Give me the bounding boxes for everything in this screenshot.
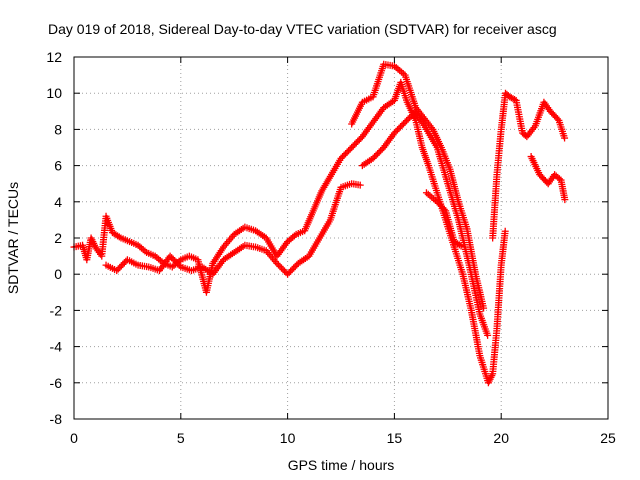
data-point xyxy=(354,137,362,145)
series-track-f xyxy=(489,89,569,242)
series-track-a xyxy=(70,78,509,387)
data-point xyxy=(337,154,345,162)
series-track-g xyxy=(527,153,569,204)
data-point xyxy=(345,147,353,155)
y-tick-label: 0 xyxy=(54,266,62,282)
data-point xyxy=(346,145,354,153)
data-point xyxy=(403,117,411,125)
data-point xyxy=(342,150,350,158)
data-point xyxy=(119,260,127,268)
data-point xyxy=(349,142,357,150)
data-point xyxy=(407,112,415,120)
y-tick-label: -8 xyxy=(50,411,63,427)
data-point xyxy=(288,266,296,274)
y-tick-label: 6 xyxy=(54,158,62,174)
data-point xyxy=(339,153,347,161)
data-point xyxy=(116,263,124,271)
data-point xyxy=(172,258,180,266)
data-point xyxy=(392,127,400,135)
data-point xyxy=(113,267,121,275)
data-point xyxy=(351,140,359,148)
data-point xyxy=(169,255,177,263)
x-tick-label: 20 xyxy=(493,430,509,446)
data-point xyxy=(117,262,125,270)
x-tick-label: 25 xyxy=(600,430,616,446)
data-point xyxy=(561,134,569,142)
series-track-e xyxy=(422,189,465,250)
series-track-c xyxy=(358,107,492,339)
data-point xyxy=(340,151,348,159)
x-tick-label: 5 xyxy=(177,430,185,446)
data-point xyxy=(404,115,412,123)
data-point xyxy=(273,259,281,267)
y-axis-ticks: -8 -6 -4 -2 0 2 4 6 8 10 12 xyxy=(46,49,608,427)
data-point xyxy=(284,270,292,278)
data-point xyxy=(343,148,351,156)
data-point xyxy=(287,267,295,275)
y-tick-label: 4 xyxy=(54,194,62,210)
chart-title: Day 019 of 2018, Sidereal Day-to-day VTE… xyxy=(48,21,557,37)
data-points xyxy=(70,60,569,387)
data-point xyxy=(276,262,284,270)
data-point xyxy=(348,144,356,151)
data-point xyxy=(274,261,282,269)
y-tick-label: -2 xyxy=(50,302,63,318)
y-tick-label: -6 xyxy=(50,375,63,391)
data-point xyxy=(372,151,380,159)
data-point xyxy=(281,267,289,275)
data-point xyxy=(401,118,409,126)
data-point xyxy=(397,123,405,131)
data-point xyxy=(555,175,563,183)
data-point xyxy=(406,114,414,122)
data-point xyxy=(440,205,448,213)
data-point xyxy=(279,266,287,274)
series-track-d xyxy=(348,60,488,312)
data-point xyxy=(400,120,408,128)
y-tick-label: 10 xyxy=(46,85,62,101)
data-point xyxy=(371,153,379,161)
data-point xyxy=(393,126,401,134)
data-point xyxy=(395,124,403,132)
data-point xyxy=(377,147,385,155)
data-point xyxy=(409,110,417,118)
data-point xyxy=(390,129,398,137)
y-tick-label: 8 xyxy=(54,121,62,137)
series-track-b xyxy=(102,180,364,278)
data-point xyxy=(166,252,174,260)
data-point xyxy=(356,181,364,189)
data-point xyxy=(375,148,383,156)
data-point xyxy=(277,264,285,272)
data-point xyxy=(501,227,509,235)
data-point xyxy=(355,136,363,144)
data-point xyxy=(114,265,122,273)
data-point xyxy=(175,261,183,269)
data-point xyxy=(168,254,176,262)
x-axis-label: GPS time / hours xyxy=(288,457,395,473)
data-point xyxy=(374,150,382,158)
data-point xyxy=(369,154,377,162)
gridlines xyxy=(74,57,608,419)
data-point xyxy=(285,269,293,277)
data-point xyxy=(484,331,492,339)
x-tick-label: 10 xyxy=(280,430,296,446)
data-point xyxy=(553,115,561,123)
data-point xyxy=(561,196,569,204)
data-point xyxy=(291,262,299,270)
x-tick-label: 0 xyxy=(70,430,78,446)
data-point xyxy=(171,257,179,265)
data-point xyxy=(398,121,406,129)
data-point xyxy=(480,304,488,312)
data-point xyxy=(352,139,360,147)
data-point xyxy=(174,260,182,268)
y-tick-label: 2 xyxy=(54,230,62,246)
data-point xyxy=(120,259,128,267)
data-point xyxy=(457,242,465,250)
y-axis-label: SDTVAR / TECUs xyxy=(5,182,21,294)
x-axis-ticks: 0 5 10 15 20 25 xyxy=(70,57,616,446)
data-point xyxy=(290,264,298,272)
y-tick-label: 12 xyxy=(46,49,62,65)
x-tick-label: 15 xyxy=(387,430,403,446)
y-tick-label: -4 xyxy=(50,339,63,355)
